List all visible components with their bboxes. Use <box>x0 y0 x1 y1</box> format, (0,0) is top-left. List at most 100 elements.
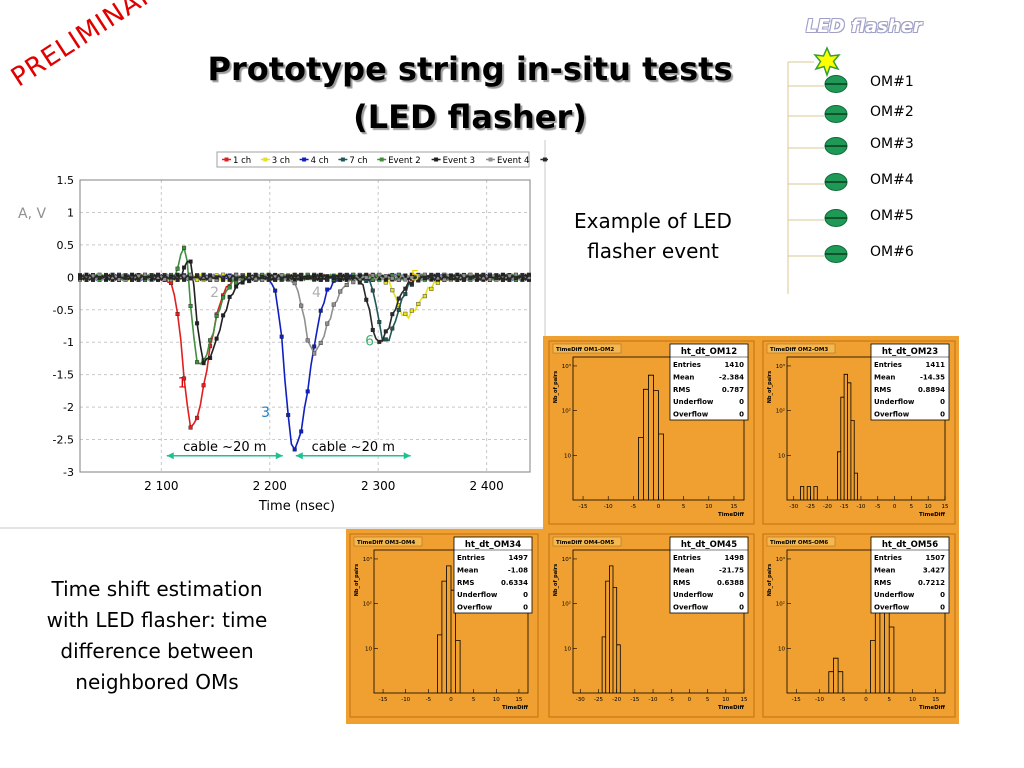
stats-key: Mean <box>874 566 895 574</box>
histogram-x-tick-label: -15 <box>579 504 588 510</box>
legend-entry: Event 3 <box>443 156 475 166</box>
series-point <box>279 276 284 281</box>
histogram-x-tick-label: -10 <box>815 697 824 703</box>
histogram-x-tick-label: -30 <box>576 697 585 703</box>
arrow-head <box>403 452 411 460</box>
series-point <box>195 360 200 365</box>
stats-value: 0 <box>739 591 744 599</box>
series-point <box>344 272 349 277</box>
series-point <box>279 334 284 339</box>
stats-value: 1411 <box>926 361 946 369</box>
series-point <box>403 286 408 291</box>
histogram-x-label: TimeDiff <box>502 705 529 711</box>
stats-key: Entries <box>874 554 902 562</box>
histogram-y-tick-label: 10² <box>776 408 785 415</box>
series-point <box>91 277 96 282</box>
x-axis-label: Time (nsec) <box>258 499 335 514</box>
histogram-x-tick-label: 10 <box>722 697 729 703</box>
series-point <box>201 383 206 388</box>
y-tick-label: -1 <box>63 336 74 349</box>
slide-title-line1: Prototype string in-situ tests <box>207 50 733 88</box>
stats-value: 0 <box>739 604 744 612</box>
histogram-y-label: Nb_of_pairs <box>767 564 773 597</box>
series-point <box>351 280 356 285</box>
series-point <box>338 289 343 294</box>
histogram-x-tick-label: 10 <box>493 697 500 703</box>
stats-key: Underflow <box>673 591 714 599</box>
histogram-y-tick-label: 10 <box>778 646 785 652</box>
stats-key: Entries <box>874 361 902 369</box>
series-point <box>110 272 115 277</box>
histogram-title: TimeDiff OM5-OM6 <box>770 540 828 546</box>
histogram-x-tick-label: 5 <box>682 504 686 510</box>
series-point <box>299 303 304 308</box>
stats-value: -21.75 <box>719 566 744 574</box>
series-point <box>364 275 369 280</box>
stats-key: Underflow <box>874 398 915 406</box>
histogram-5: TimeDiff OM5-OM6 10 10² 10³ -15 -10 -5 0 5 10 15 Ti… <box>762 533 956 718</box>
series-point <box>331 302 336 307</box>
series-point <box>403 311 408 316</box>
series-point <box>409 275 414 280</box>
histogram-y-tick-label: 10² <box>363 601 372 608</box>
series-point <box>247 279 252 284</box>
example-caption: Example of LED flasher event <box>548 206 758 266</box>
y-tick-label: 1 <box>67 206 74 219</box>
stats-key: Entries <box>673 554 701 562</box>
stats-box <box>870 343 950 421</box>
legend-marker <box>542 157 547 162</box>
histogram-y-label: Nb_of_pairs <box>767 371 773 404</box>
series-point <box>227 285 232 290</box>
series-point <box>188 259 193 264</box>
series-point <box>390 312 395 317</box>
series-point <box>260 275 265 280</box>
x-tick-label: 2 400 <box>469 479 503 493</box>
om-label: OM#4 <box>870 172 914 188</box>
series-point <box>442 274 447 279</box>
series-point <box>292 447 297 452</box>
histogram-x-tick-label: -5 <box>631 504 637 510</box>
stats-name: ht_dt_OM12 <box>681 347 737 357</box>
histogram-bins <box>638 374 664 500</box>
histogram-bins <box>601 565 621 693</box>
series-point <box>175 312 180 317</box>
x-tick-label: 2 200 <box>253 479 287 493</box>
series-point <box>104 273 109 278</box>
series-point <box>481 272 486 277</box>
stats-value: 0 <box>739 411 744 419</box>
series-point <box>136 277 141 282</box>
x-tick-label: 2 300 <box>361 479 395 493</box>
chart-legend <box>216 151 530 168</box>
histogram-x-tick-label: -15 <box>630 697 639 703</box>
series-point <box>305 338 310 343</box>
stats-value: 1498 <box>725 554 745 562</box>
series-point <box>292 281 297 286</box>
histogram-x-tick-label: -15 <box>379 697 388 703</box>
histogram-x-tick-label: 0 <box>864 697 868 703</box>
histogram-x-tick-label: -10 <box>649 697 658 703</box>
histogram-2: TimeDiff OM2-OM3 10 10² 10³ -30 -25 -20 -15 -10 -… <box>762 340 956 525</box>
histogram-title-box <box>552 536 622 547</box>
stats-value: 0 <box>940 591 945 599</box>
series-point <box>77 276 82 281</box>
histogram-y-tick-label: 10² <box>562 601 571 608</box>
series-point <box>396 296 401 301</box>
histogram-x-tick-label: 10 <box>909 697 916 703</box>
histogram-x-tick-label: -20 <box>612 697 621 703</box>
legend-entry: 3 ch <box>272 156 290 166</box>
channel-label: 4 <box>312 285 321 301</box>
histogram-title-box <box>766 536 836 547</box>
series-point <box>500 277 505 282</box>
series-point <box>299 273 304 278</box>
histogram-1: TimeDiff OM1-OM2 10 10² 10³ -15 -10 -5 0 5 10 15 Ti… <box>548 340 755 525</box>
series-point <box>377 319 382 324</box>
series-point <box>312 344 317 349</box>
series-point <box>214 313 219 318</box>
y-tick-label: 0.5 <box>57 239 75 252</box>
series-point <box>240 274 245 279</box>
y-axis-label: A, V <box>18 206 46 222</box>
series-point <box>383 274 388 279</box>
series-point <box>182 277 187 282</box>
stats-box <box>870 536 950 614</box>
series-point <box>377 272 382 277</box>
